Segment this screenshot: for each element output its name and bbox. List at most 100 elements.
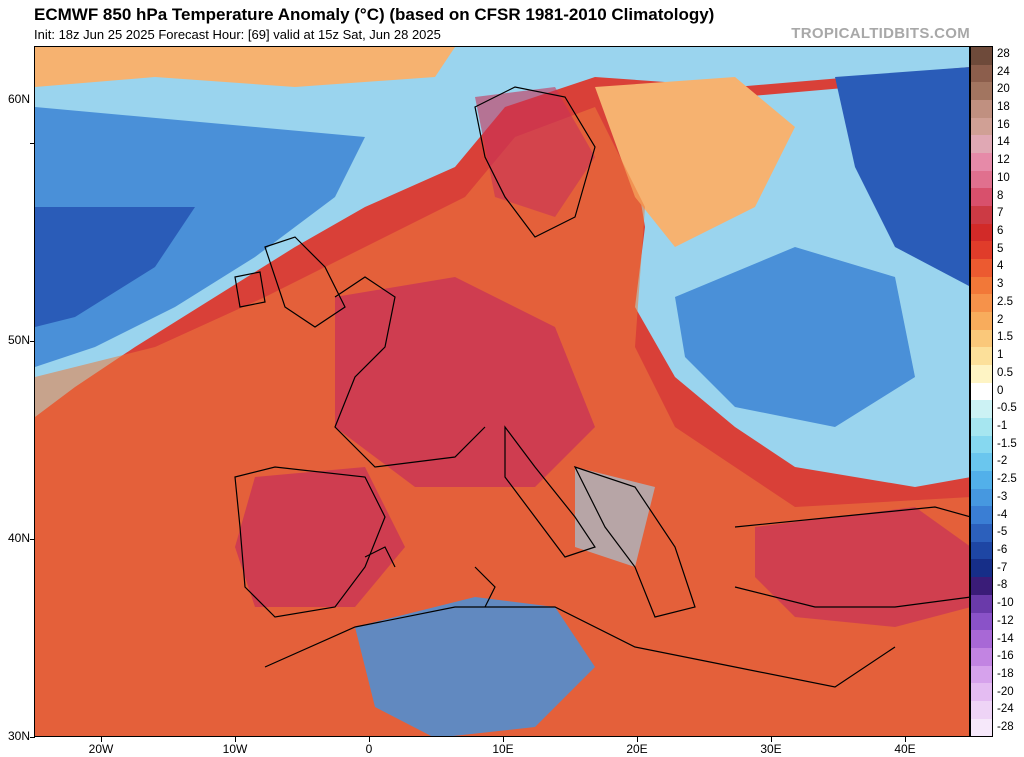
colorbar-label: -2.5 bbox=[997, 473, 1017, 486]
lon-label: 10W bbox=[222, 742, 248, 756]
colorbar-swatch bbox=[971, 329, 992, 348]
colorbar-label: 12 bbox=[997, 154, 1010, 167]
colorbar-label: -28 bbox=[997, 721, 1014, 734]
colorbar-label: 2 bbox=[997, 313, 1004, 326]
colorbar-label: 18 bbox=[997, 101, 1010, 113]
colorbar-label: -24 bbox=[997, 703, 1014, 716]
lon-tick bbox=[771, 737, 772, 742]
lat-tick bbox=[30, 143, 35, 144]
colorbar-swatch bbox=[971, 47, 992, 65]
coastlines bbox=[234, 86, 969, 688]
lat-label: 40N bbox=[7, 531, 30, 545]
colorbar-label: -16 bbox=[997, 650, 1014, 663]
colorbar-swatch bbox=[971, 347, 992, 366]
colorbar-swatch bbox=[971, 276, 992, 295]
lon-tick bbox=[503, 737, 504, 742]
colorbar-label: -12 bbox=[997, 614, 1014, 627]
colorbar-label: 6 bbox=[997, 225, 1004, 238]
colorbar-swatch bbox=[971, 647, 992, 666]
field-cold-east bbox=[675, 247, 915, 427]
colorbar-swatch bbox=[971, 418, 992, 436]
colorbar-swatch bbox=[971, 683, 992, 701]
lon-label: 40E bbox=[894, 742, 916, 756]
colorbar-label: 24 bbox=[997, 65, 1010, 78]
colorbar-swatch bbox=[971, 630, 992, 648]
colorbar-swatch bbox=[971, 153, 992, 171]
colorbar-label: -0.5 bbox=[997, 402, 1017, 415]
colorbar-swatch bbox=[971, 82, 992, 101]
lat-label: 30N bbox=[7, 729, 30, 743]
field-cool-balkans bbox=[575, 467, 655, 567]
lon-label: 20W bbox=[88, 742, 114, 756]
site-brand[interactable]: TROPICALTIDBITS.COM bbox=[791, 25, 970, 42]
colorbar-swatch bbox=[971, 718, 992, 737]
colorbar-label: 16 bbox=[997, 118, 1010, 131]
colorbar-label: -2 bbox=[997, 455, 1008, 468]
colorbar-label: -1.5 bbox=[997, 437, 1017, 450]
colorbar-label: 20 bbox=[997, 83, 1010, 96]
colorbar-label: -14 bbox=[997, 632, 1014, 645]
colorbar-swatch bbox=[971, 541, 992, 560]
lat-tick bbox=[30, 341, 35, 342]
colorbar-swatch bbox=[971, 665, 992, 684]
colorbar-swatch bbox=[971, 700, 992, 719]
colorbar-label: -3 bbox=[997, 490, 1008, 503]
colorbar-swatch bbox=[971, 612, 992, 631]
colorbar-label: -1 bbox=[997, 419, 1008, 432]
colorbar-swatch bbox=[971, 594, 992, 613]
colorbar-swatch bbox=[971, 365, 992, 383]
field-mild-baltic bbox=[595, 77, 795, 247]
colorbar-label: -5 bbox=[997, 526, 1008, 539]
colorbar-swatch bbox=[971, 312, 992, 330]
colorbar-swatch bbox=[971, 188, 992, 207]
colorbar-label: 3 bbox=[997, 278, 1004, 291]
colorbar-label: 0 bbox=[997, 384, 1004, 397]
colorbar-label: 1 bbox=[997, 349, 1004, 362]
lon-tick bbox=[369, 737, 370, 742]
lon-tick bbox=[235, 737, 236, 742]
colorbar-swatch bbox=[971, 223, 992, 242]
anomaly-field bbox=[35, 47, 969, 736]
run-info: Init: 18z Jun 25 2025 Forecast Hour: [69… bbox=[34, 27, 441, 42]
colorbar-label: 8 bbox=[997, 189, 1004, 202]
colorbar-swatch bbox=[971, 488, 992, 507]
colorbar-label: 5 bbox=[997, 242, 1004, 255]
colorbar-swatch bbox=[971, 577, 992, 595]
colorbar-label: 7 bbox=[997, 207, 1004, 220]
colorbar-label: -20 bbox=[997, 685, 1014, 698]
anomaly-map bbox=[34, 46, 970, 737]
field-cold-north-africa bbox=[355, 597, 595, 736]
colorbar-label: 0.5 bbox=[997, 366, 1013, 379]
field-cold-atlantic bbox=[35, 107, 365, 367]
colorbar-swatch bbox=[971, 453, 992, 472]
lon-label: 10E bbox=[492, 742, 514, 756]
chart-title: ECMWF 850 hPa Temperature Anomaly (°C) (… bbox=[34, 5, 715, 24]
colorbar-label: 28 bbox=[997, 47, 1010, 60]
lat-tick bbox=[30, 737, 35, 738]
colorbar-label: 10 bbox=[997, 171, 1010, 184]
colorbar bbox=[970, 46, 993, 737]
field-mild-north bbox=[35, 47, 455, 87]
colorbar-swatch bbox=[971, 294, 992, 313]
lon-tick bbox=[101, 737, 102, 742]
colorbar-swatch bbox=[971, 259, 992, 277]
field-hot-scandinavia bbox=[475, 87, 595, 217]
colorbar-label: -10 bbox=[997, 597, 1014, 610]
colorbar-label: -18 bbox=[997, 667, 1014, 680]
colorbar-label: -8 bbox=[997, 579, 1008, 592]
colorbar-swatch bbox=[971, 471, 992, 489]
colorbar-swatch bbox=[971, 400, 992, 419]
colorbar-swatch bbox=[971, 524, 992, 542]
lat-label: 50N bbox=[7, 333, 30, 347]
lat-label: 60N bbox=[7, 92, 30, 106]
lon-tick bbox=[905, 737, 906, 742]
field-hot-france bbox=[335, 277, 595, 487]
colorbar-label: 14 bbox=[997, 136, 1010, 149]
lon-label: 20E bbox=[626, 742, 648, 756]
field-hot-iberia bbox=[235, 467, 405, 607]
colorbar-swatch bbox=[971, 241, 992, 260]
colorbar-swatch bbox=[971, 559, 992, 578]
field-very-cold-russia bbox=[835, 67, 969, 286]
colorbar-swatch bbox=[971, 117, 992, 136]
colorbar-label: -4 bbox=[997, 508, 1008, 521]
